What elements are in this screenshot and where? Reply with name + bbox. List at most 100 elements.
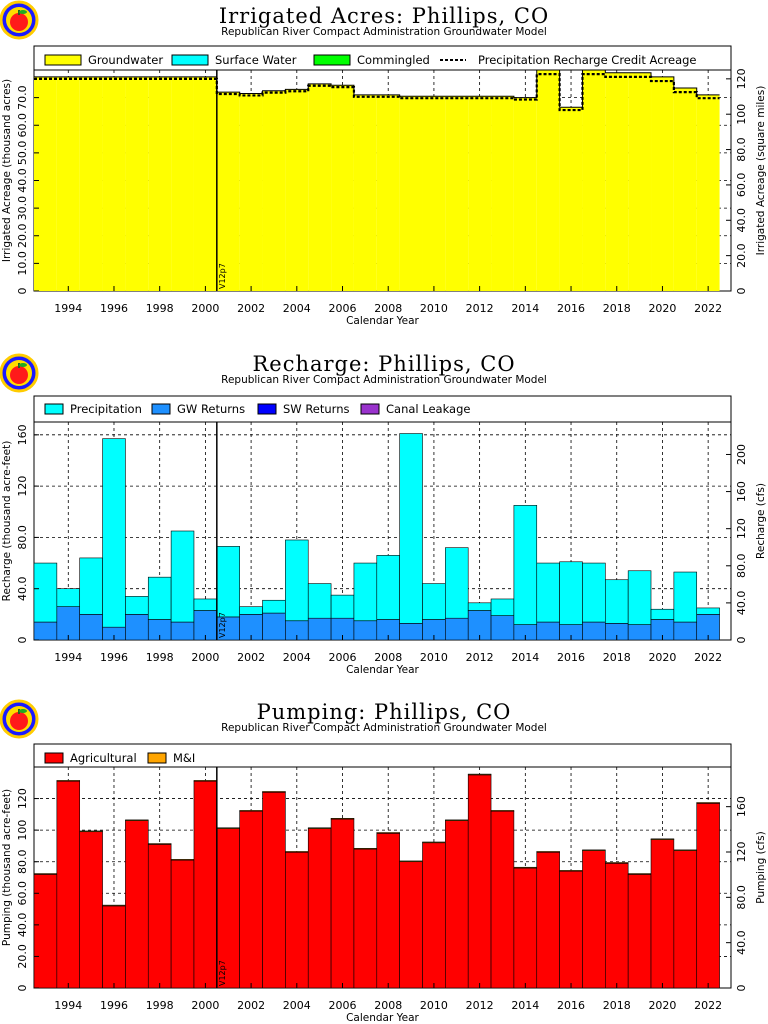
- bar-groundwater: [651, 76, 674, 291]
- y2-tick-label: 160: [735, 481, 748, 502]
- bar-agricultural: [307, 828, 332, 989]
- bar-agricultural: [490, 810, 515, 989]
- bar-groundwater: [628, 72, 652, 291]
- x-tick-label: 2014: [511, 651, 539, 664]
- x-tick-label: 2016: [557, 999, 585, 1012]
- pumping-panel: Pumping: Phillips, CO Republican River C…: [0, 698, 768, 1024]
- bar-precipitation: [170, 530, 195, 623]
- legend-label: Precipitation Recharge Credit Acreage: [478, 53, 697, 67]
- bar-mi: [650, 838, 675, 840]
- bar-precipitation: [33, 562, 58, 623]
- bar-gw-returns: [33, 621, 58, 641]
- x-tick-label: 2002: [237, 651, 265, 664]
- bar-precipitation: [56, 588, 81, 607]
- legend-swatch: [257, 403, 277, 415]
- bar-mi: [376, 832, 400, 834]
- bar-groundwater: [696, 94, 720, 291]
- y-tick-label: 160: [16, 424, 29, 445]
- y2-axis-label: Recharge (cfs): [755, 483, 767, 559]
- x-tick-label: 1994: [54, 651, 82, 664]
- bar-precipitation: [193, 598, 218, 611]
- chart-subtitle: Republican River Compact Administration …: [221, 26, 547, 38]
- x-tick-label: 2006: [329, 999, 357, 1012]
- bar-precipitation: [627, 570, 652, 625]
- bar-precipitation: [147, 576, 172, 620]
- bar-mi: [353, 847, 378, 850]
- x-tick-label: 2002: [237, 302, 265, 315]
- bar-agricultural: [696, 803, 720, 989]
- y2-tick-label: 0: [735, 637, 748, 644]
- bar-groundwater: [582, 70, 606, 291]
- y-tick-label: 20.0: [16, 224, 29, 249]
- y-tick-label: 40.0: [16, 168, 29, 193]
- bar-mi: [170, 859, 195, 861]
- bar-precipitation: [650, 608, 675, 620]
- x-tick-label: 2018: [603, 999, 631, 1012]
- y-tick-label: 0: [16, 985, 29, 992]
- y-tick-label: 60.0: [16, 113, 29, 138]
- bar-agricultural: [467, 774, 492, 989]
- x-tick-label: 2014: [511, 999, 539, 1012]
- bar-agricultural: [353, 848, 378, 989]
- y2-tick-label: 120: [735, 518, 748, 539]
- bar-agricultural: [285, 851, 309, 989]
- bar-groundwater: [559, 107, 583, 291]
- bar-mi: [399, 860, 423, 863]
- bar-precipitation: [125, 596, 149, 615]
- legend-label: Precipitation: [70, 402, 142, 416]
- x-tick-label: 1996: [100, 999, 128, 1012]
- legend-swatch: [360, 403, 380, 415]
- model-version-label: V12p7: [218, 612, 227, 638]
- legend-swatch: [44, 403, 64, 415]
- y-tick-label: 120: [16, 788, 29, 809]
- y-tick-label: 0: [16, 637, 29, 644]
- bar-precipitation: [330, 594, 355, 619]
- x-tick-label: 2004: [283, 651, 311, 664]
- bar-groundwater: [148, 76, 172, 291]
- y-tick-label: 80.0: [16, 849, 29, 874]
- bar-mi: [536, 851, 560, 853]
- bar-agricultural: [399, 861, 423, 989]
- x-tick-label: 2016: [557, 302, 585, 315]
- bar-mi: [627, 873, 652, 875]
- bar-groundwater: [673, 87, 697, 291]
- bar-agricultural: [102, 905, 126, 989]
- bar-mi: [330, 818, 355, 820]
- x-tick-label: 2008: [374, 999, 402, 1012]
- bar-agricultural: [56, 780, 81, 989]
- bar-agricultural: [262, 791, 286, 989]
- x-axis-label: Calendar Year: [346, 1012, 419, 1024]
- x-tick-label: 2016: [557, 651, 585, 664]
- bar-gw-returns: [262, 612, 286, 641]
- bar-groundwater: [285, 89, 309, 292]
- y2-tick-label: 80.0: [735, 554, 748, 579]
- y-tick-label: 120: [16, 476, 29, 497]
- x-tick-label: 2010: [420, 999, 448, 1012]
- x-tick-label: 2014: [511, 302, 539, 315]
- bar-groundwater: [536, 70, 560, 291]
- bar-mi: [582, 849, 606, 851]
- x-tick-label: 2006: [329, 302, 357, 315]
- y2-tick-label: 120: [735, 842, 748, 863]
- bar-agricultural: [170, 859, 195, 989]
- x-tick-label: 2000: [191, 651, 219, 664]
- bar-gw-returns: [673, 621, 698, 641]
- x-tick-label: 1996: [100, 302, 128, 315]
- x-tick-label: 2000: [191, 302, 219, 315]
- bar-precipitation: [582, 562, 606, 623]
- x-tick-label: 1994: [54, 999, 82, 1012]
- legend-label: SW Returns: [283, 402, 349, 416]
- bar-precipitation: [353, 562, 378, 622]
- bar-gw-returns: [490, 615, 515, 641]
- x-tick-label: 2008: [374, 651, 402, 664]
- bar-groundwater: [491, 96, 514, 292]
- bar-mi: [239, 810, 263, 812]
- x-axis-label: Calendar Year: [346, 664, 419, 676]
- x-tick-label: 2004: [283, 302, 311, 315]
- bar-mi: [513, 866, 538, 869]
- x-tick-label: 2002: [237, 999, 265, 1012]
- legend-label: M&I: [173, 751, 195, 765]
- y2-axis-label: Irrigated Acreage (square miles): [755, 86, 767, 256]
- bar-agricultural: [536, 851, 560, 989]
- bar-groundwater: [422, 96, 446, 292]
